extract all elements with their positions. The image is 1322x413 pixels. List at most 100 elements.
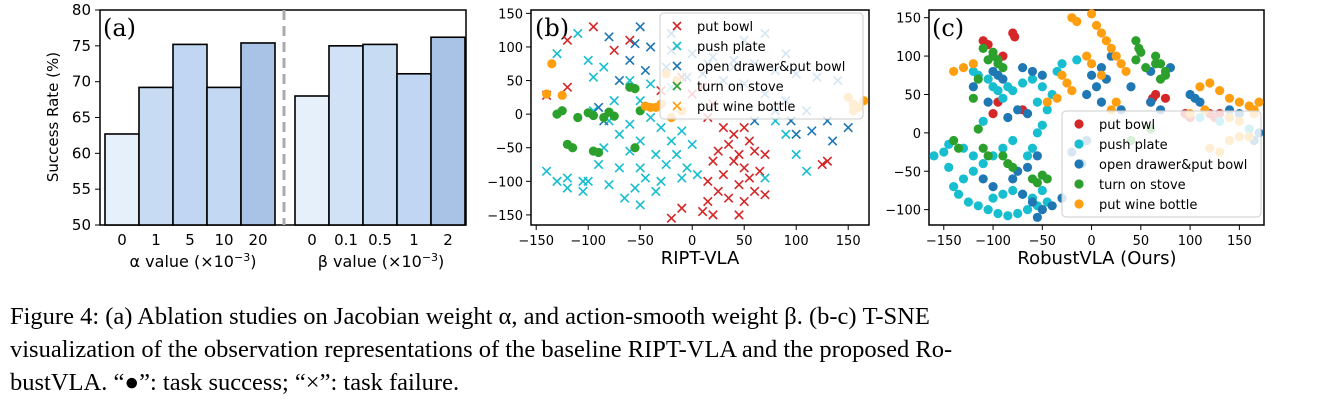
point-x (703, 176, 713, 187)
point-o (1022, 109, 1033, 119)
point-x (599, 62, 609, 72)
point-x (562, 183, 573, 193)
point-x (713, 186, 723, 197)
point-o (998, 143, 1008, 153)
point-x (640, 65, 651, 76)
point-o (1003, 112, 1013, 123)
point-o (1106, 43, 1116, 53)
point-o (998, 151, 1008, 161)
point-x (562, 173, 573, 183)
legend-marker (1074, 139, 1084, 149)
point-o (1027, 197, 1038, 207)
legend-label: open drawer&put bowl (697, 60, 845, 75)
point-o (1151, 51, 1161, 61)
point-x (604, 179, 614, 190)
point-x (677, 173, 687, 183)
point-x (729, 156, 739, 166)
point-x (723, 139, 734, 150)
point-x (583, 55, 593, 66)
point-o (993, 86, 1003, 96)
point-x (677, 203, 687, 213)
point-x (593, 159, 604, 170)
legend-marker (672, 61, 682, 71)
x-tick-label: 100 (1178, 234, 1203, 249)
point-o (594, 147, 604, 158)
point-o (1096, 62, 1107, 73)
panel-c-legend: put bowl push plate open drawer&put bowl tu… (1061, 110, 1262, 218)
point-o (1160, 93, 1171, 103)
point-o (1027, 66, 1038, 77)
point-x (656, 176, 666, 187)
x-tick-label: 150 (1227, 234, 1252, 249)
x-tick-label: −100 (570, 234, 606, 249)
point-x (604, 32, 614, 42)
point-x (760, 149, 770, 160)
point-o (973, 124, 983, 134)
legend-label: put bowl (697, 20, 753, 35)
point-x (791, 149, 801, 160)
point-x (562, 35, 573, 46)
point-o (630, 84, 640, 94)
legend-marker (1074, 199, 1084, 209)
point-x (827, 136, 838, 146)
x-tick-label: 0 (307, 231, 317, 249)
y-tick-label: 50 (904, 88, 921, 103)
point-x (630, 38, 640, 49)
point-o (1160, 70, 1171, 80)
panel-a-x-labels: α value (×10−3) β value (×10−3) (130, 251, 445, 271)
x-tick-label: 100 (784, 234, 809, 249)
point-o (1121, 66, 1131, 77)
legend-marker (672, 21, 682, 31)
point-o (1022, 205, 1033, 215)
point-o (958, 174, 969, 184)
x-tick-label: 1 (409, 231, 419, 249)
bar (328, 45, 364, 226)
panel-b-frame (530, 9, 870, 226)
legend-marker (1074, 179, 1084, 189)
point-o (573, 112, 583, 123)
legend-label: push plate (1099, 138, 1168, 153)
point-x (734, 210, 744, 220)
point-o (1091, 82, 1102, 92)
point-o (998, 74, 1008, 84)
point-o (983, 97, 993, 107)
point-o (968, 93, 978, 103)
point-o (1008, 86, 1018, 96)
point-o (1018, 78, 1028, 88)
point-o (1111, 97, 1121, 107)
point-o (1126, 82, 1136, 92)
point-o (988, 47, 998, 57)
point-o (547, 59, 557, 69)
point-x (562, 82, 573, 93)
point-o (1072, 55, 1082, 65)
legend-label: open drawer&put bowl (1099, 158, 1247, 173)
point-o (1013, 208, 1023, 219)
point-o (1052, 93, 1062, 103)
y-tick-label: 65 (72, 109, 91, 127)
point-x (718, 169, 729, 180)
x-tick-label: 50 (1133, 234, 1150, 249)
point-o (963, 197, 974, 207)
point-o (609, 111, 619, 121)
x-tick-label: 0.5 (368, 231, 392, 249)
point-o (993, 208, 1003, 219)
point-x (744, 136, 755, 146)
point-x (781, 129, 791, 140)
point-o (968, 59, 978, 69)
point-o (1032, 212, 1042, 222)
y-tick-label: −50 (894, 165, 921, 180)
point-x (614, 163, 625, 173)
point-x (677, 126, 687, 136)
point-x (588, 22, 599, 32)
point-o (978, 174, 988, 184)
point-x (708, 156, 718, 166)
point-o (1096, 70, 1107, 80)
point-o (1096, 28, 1107, 38)
point-x (791, 129, 801, 140)
point-x (573, 28, 583, 39)
x-tick-label: 0 (117, 231, 127, 249)
x-tick-label: 150 (836, 234, 861, 249)
point-x (645, 79, 656, 89)
panel-c-frame (928, 9, 1265, 226)
point-x (801, 166, 812, 177)
